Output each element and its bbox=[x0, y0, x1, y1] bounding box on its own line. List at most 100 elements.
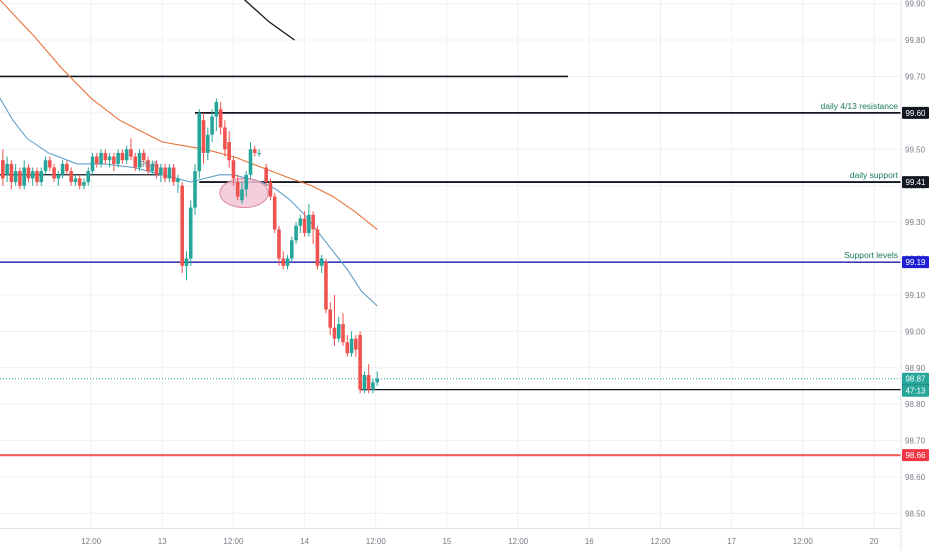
candle[interactable] bbox=[65, 160, 69, 175]
candle[interactable] bbox=[218, 101, 223, 135]
time-axis[interactable]: 12:00 13 12:00 14 12:00 15 12:00 16 12:00 17 12:00… bbox=[81, 537, 879, 546]
candle[interactable] bbox=[315, 225, 320, 270]
candle[interactable] bbox=[43, 156, 48, 175]
candle[interactable] bbox=[324, 258, 328, 314]
candle[interactable] bbox=[120, 149, 125, 164]
candle[interactable] bbox=[22, 160, 26, 190]
candle[interactable] bbox=[103, 149, 108, 164]
candle[interactable] bbox=[231, 156, 236, 186]
candle[interactable] bbox=[56, 171, 61, 186]
candle[interactable] bbox=[116, 149, 120, 168]
candle[interactable] bbox=[39, 167, 44, 186]
candle[interactable] bbox=[341, 313, 345, 346]
candle[interactable] bbox=[5, 156, 9, 183]
candle[interactable] bbox=[227, 131, 231, 168]
candle[interactable] bbox=[163, 163, 167, 183]
candle[interactable] bbox=[375, 371, 379, 386]
candle[interactable] bbox=[99, 149, 103, 168]
candle[interactable] bbox=[277, 225, 281, 266]
candle[interactable] bbox=[90, 152, 95, 175]
candle[interactable] bbox=[214, 98, 219, 132]
candle[interactable] bbox=[73, 174, 78, 186]
candle[interactable] bbox=[307, 203, 311, 237]
candle[interactable] bbox=[240, 182, 244, 204]
candle-body bbox=[319, 258, 324, 266]
candle[interactable] bbox=[35, 167, 39, 186]
candle[interactable] bbox=[285, 254, 290, 270]
candle[interactable] bbox=[154, 160, 159, 179]
candle[interactable] bbox=[60, 160, 65, 179]
candle-body bbox=[188, 207, 193, 259]
candle[interactable] bbox=[362, 371, 367, 394]
candle[interactable] bbox=[184, 251, 189, 281]
price-tag-label: 99.19 bbox=[905, 258, 926, 267]
candle[interactable] bbox=[86, 167, 91, 186]
candle-body bbox=[328, 309, 333, 328]
countdown-tag-box bbox=[902, 384, 929, 397]
candle[interactable] bbox=[1, 149, 5, 186]
candle[interactable] bbox=[294, 222, 298, 244]
candle[interactable] bbox=[235, 174, 240, 201]
candle[interactable] bbox=[345, 335, 350, 357]
candle[interactable] bbox=[82, 178, 86, 190]
candle[interactable] bbox=[94, 152, 99, 168]
candle[interactable] bbox=[180, 182, 184, 274]
candle[interactable] bbox=[141, 149, 146, 164]
candle-body bbox=[82, 182, 86, 186]
candle[interactable] bbox=[206, 127, 210, 161]
candle[interactable] bbox=[137, 149, 142, 172]
candle[interactable] bbox=[171, 163, 176, 186]
candle[interactable] bbox=[272, 192, 277, 234]
candle[interactable] bbox=[9, 160, 14, 190]
candle[interactable] bbox=[159, 163, 163, 183]
candle[interactable] bbox=[336, 316, 341, 343]
candle[interactable] bbox=[133, 152, 138, 172]
candle-body bbox=[39, 171, 44, 183]
candle[interactable] bbox=[328, 302, 333, 336]
candle[interactable] bbox=[210, 109, 214, 143]
candle[interactable] bbox=[281, 251, 286, 270]
candle[interactable] bbox=[193, 163, 197, 215]
candle[interactable] bbox=[30, 167, 35, 186]
candle[interactable] bbox=[311, 211, 315, 244]
candle[interactable] bbox=[48, 156, 52, 172]
candle[interactable] bbox=[332, 294, 337, 346]
candle[interactable] bbox=[107, 152, 112, 168]
candle[interactable] bbox=[371, 378, 375, 394]
highlight-ellipse bbox=[219, 177, 269, 209]
candle[interactable] bbox=[298, 214, 303, 234]
candle[interactable] bbox=[13, 163, 18, 186]
candle[interactable] bbox=[26, 163, 31, 183]
candlesticks[interactable] bbox=[1, 98, 379, 394]
candle[interactable] bbox=[349, 331, 354, 357]
candle[interactable] bbox=[248, 142, 253, 179]
candle[interactable] bbox=[52, 163, 56, 183]
candle[interactable] bbox=[268, 178, 273, 201]
candle[interactable] bbox=[167, 163, 172, 183]
candle[interactable] bbox=[366, 364, 371, 394]
candle[interactable] bbox=[252, 145, 257, 157]
candle[interactable] bbox=[146, 156, 150, 175]
candle[interactable] bbox=[188, 200, 193, 266]
candle[interactable] bbox=[358, 331, 362, 394]
candle[interactable] bbox=[244, 171, 249, 197]
candle[interactable] bbox=[18, 167, 22, 190]
candle[interactable] bbox=[197, 109, 202, 179]
candle[interactable] bbox=[354, 335, 358, 357]
candle[interactable] bbox=[257, 149, 261, 157]
candle[interactable] bbox=[319, 254, 324, 274]
candle[interactable] bbox=[150, 160, 155, 175]
candle[interactable] bbox=[302, 211, 307, 237]
candle[interactable] bbox=[264, 163, 268, 186]
candle[interactable] bbox=[223, 120, 227, 157]
candle[interactable] bbox=[129, 138, 133, 161]
candle[interactable] bbox=[124, 145, 129, 164]
candle[interactable] bbox=[289, 236, 294, 263]
candle[interactable] bbox=[77, 174, 82, 190]
candle[interactable] bbox=[201, 112, 206, 164]
candle[interactable] bbox=[69, 167, 73, 186]
candle[interactable] bbox=[112, 152, 116, 172]
candle[interactable] bbox=[176, 174, 180, 193]
